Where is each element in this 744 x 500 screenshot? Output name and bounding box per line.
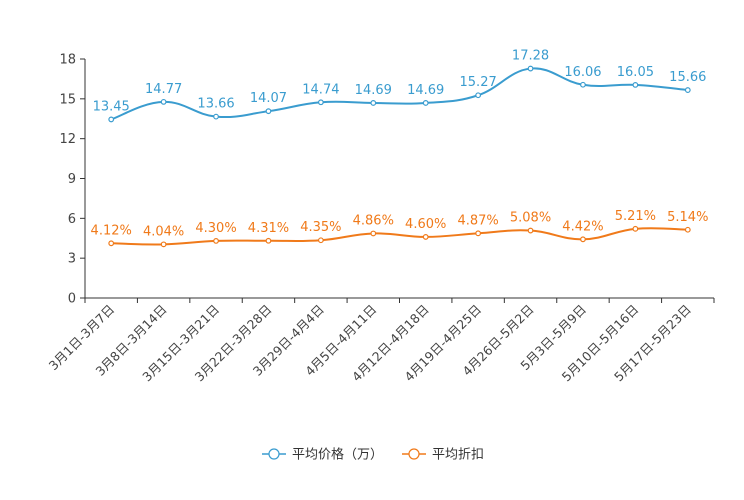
discount-data-point xyxy=(317,237,324,244)
discount-data-label: 5.21% xyxy=(615,209,656,224)
price-data-point xyxy=(684,87,691,93)
discount-data-point xyxy=(527,227,534,234)
price-data-point xyxy=(580,81,586,88)
discount-data-point xyxy=(265,237,272,244)
discount-data-point xyxy=(475,230,482,237)
price-data-point xyxy=(422,100,429,106)
y-tick-label: 0 xyxy=(68,292,76,307)
y-tick-label: 9 xyxy=(68,172,76,187)
price-data-point xyxy=(213,113,219,120)
y-tick-label: 6 xyxy=(68,212,76,227)
price-data-point xyxy=(475,92,482,99)
price-data-label: 15.27 xyxy=(460,75,497,90)
discount-series-line xyxy=(111,227,688,246)
price-data-point xyxy=(527,65,534,72)
discount-data-point xyxy=(370,230,377,237)
discount-data-label: 4.30% xyxy=(195,221,236,236)
discount-data-label: 4.31% xyxy=(248,221,289,236)
legend-label-discount: 平均折扣 xyxy=(432,448,484,463)
y-tick-label: 15 xyxy=(59,92,76,107)
discount-data-label: 4.86% xyxy=(353,213,394,228)
discount-data-point xyxy=(422,234,429,240)
y-tick-label: 3 xyxy=(68,252,76,267)
price-series-line xyxy=(110,67,688,121)
legend-label-price: 平均价格（万） xyxy=(292,447,383,463)
price-data-point xyxy=(108,116,115,123)
price-data-point xyxy=(370,100,377,106)
discount-data-point xyxy=(580,236,586,243)
discount-data-point xyxy=(213,238,219,244)
discount-data-label: 4.60% xyxy=(405,217,446,232)
discount-data-label: 4.04% xyxy=(143,224,184,239)
price-data-label: 13.45 xyxy=(93,99,130,114)
legend-item-price[interactable]: 平均价格（万） xyxy=(262,447,383,463)
price-data-label: 16.06 xyxy=(564,65,601,80)
price-data-label: 16.05 xyxy=(617,65,654,80)
discount-data-label: 4.87% xyxy=(457,213,498,228)
discount-data-label: 5.14% xyxy=(667,210,708,225)
discount-data-point xyxy=(684,226,691,233)
legend-item-discount[interactable]: 平均折扣 xyxy=(402,448,484,463)
price-data-label: 13.66 xyxy=(197,97,234,112)
discount-data-point xyxy=(108,240,115,247)
price-data-point xyxy=(632,81,639,88)
price-data-point xyxy=(317,99,324,106)
price-data-label: 15.66 xyxy=(669,70,706,85)
discount-data-label: 4.42% xyxy=(562,219,603,234)
discount-data-point xyxy=(160,241,167,248)
legend-marker-discount xyxy=(408,448,420,460)
price-data-label: 14.69 xyxy=(355,83,392,98)
discount-data-label: 4.35% xyxy=(300,220,341,235)
price-data-label: 17.28 xyxy=(512,49,549,64)
price-data-label: 14.77 xyxy=(145,82,182,97)
y-tick-label: 18 xyxy=(59,53,76,68)
price-data-label: 14.74 xyxy=(302,82,339,97)
price-data-label: 14.69 xyxy=(407,83,444,98)
legend-marker-price xyxy=(268,448,280,460)
y-tick-label: 12 xyxy=(59,132,76,147)
discount-data-label: 4.12% xyxy=(91,223,132,238)
discount-data-label: 5.08% xyxy=(510,211,551,226)
price-data-label: 14.07 xyxy=(250,91,287,106)
price-data-point xyxy=(160,98,167,105)
discount-data-point xyxy=(632,225,639,232)
price-data-point xyxy=(265,108,272,115)
